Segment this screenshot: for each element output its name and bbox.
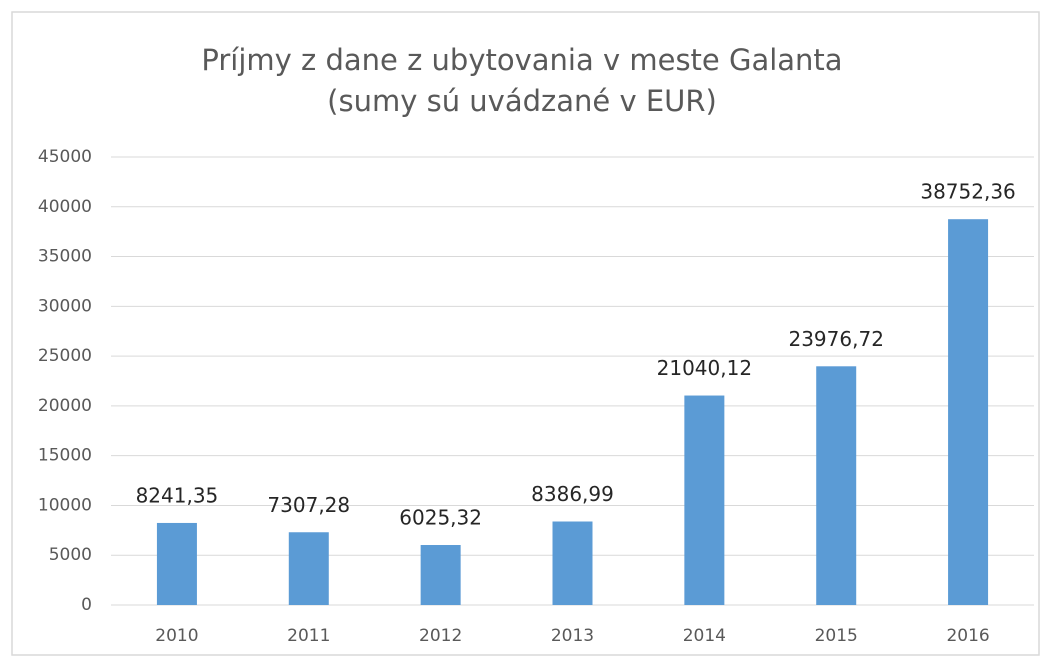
y-tick-label: 30000 <box>38 296 92 316</box>
data-label: 21040,12 <box>657 356 752 380</box>
x-tick-label: 2011 <box>287 626 330 646</box>
data-label: 23976,72 <box>788 327 883 351</box>
bar <box>948 219 989 605</box>
x-tick-label: 2014 <box>683 626 726 646</box>
x-tick-label: 2015 <box>815 626 858 646</box>
chart-subtitle: (sumy sú uvádzané v EUR) <box>327 84 717 118</box>
y-tick-label: 10000 <box>38 495 92 515</box>
bar <box>156 522 197 605</box>
bar <box>288 532 329 605</box>
y-tick-label: 20000 <box>38 396 92 416</box>
y-tick-label: 5000 <box>49 545 92 565</box>
x-tick-label: 2016 <box>946 626 989 646</box>
x-tick-label: 2013 <box>551 626 594 646</box>
data-label: 38752,36 <box>920 180 1015 204</box>
y-tick-label: 40000 <box>38 197 92 217</box>
y-tick-label: 25000 <box>38 346 92 366</box>
bar <box>420 545 461 605</box>
bar <box>552 521 593 605</box>
bar <box>684 395 725 605</box>
chart-title: Príjmy z dane z ubytovania v meste Galan… <box>201 43 842 77</box>
data-label: 6025,32 <box>399 506 482 530</box>
bar <box>816 366 857 605</box>
x-tick-label: 2010 <box>155 626 198 646</box>
y-tick-label: 45000 <box>38 147 92 167</box>
data-label: 8386,99 <box>531 482 614 506</box>
y-tick-label: 15000 <box>38 446 92 466</box>
data-label: 7307,28 <box>267 493 350 517</box>
data-label: 8241,35 <box>136 483 219 507</box>
y-tick-label: 35000 <box>38 247 92 267</box>
x-tick-label: 2012 <box>419 626 462 646</box>
y-tick-label: 0 <box>81 595 92 615</box>
